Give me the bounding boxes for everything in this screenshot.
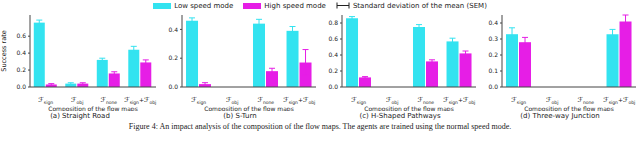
svg-text:0.6: 0.6 [328,35,338,42]
html-text:(b) S-Turn: (b) S-Turn [223,112,257,120]
svg-text:0.6: 0.6 [16,32,26,39]
svg-text:0.4: 0.4 [328,51,338,58]
html-text:Standard deviation of the mean: Standard deviation of the mean (SEM) [352,1,487,10]
svg-text:ℱnone: ℱnone [577,96,594,105]
svg-text:ℱsign: ℱsign [191,96,206,105]
svg-text:ℱsign+ℱobj: ℱsign+ℱobj [124,96,156,105]
svg-text:0.1: 0.1 [488,67,498,74]
svg-text:ℱobj: ℱobj [226,96,238,105]
svg-text:0.0: 0.0 [168,83,178,90]
svg-text:0.4: 0.4 [16,49,26,56]
svg-text:0.2: 0.2 [488,51,498,58]
html-text:(a) Straight Road: (a) Straight Road [50,112,110,120]
html-text:Low speed mode: Low speed mode [174,1,234,10]
svg-text:0.0: 0.0 [488,83,498,90]
svg-text:ℱsign: ℱsign [351,96,366,105]
svg-text:ℱsign: ℱsign [38,96,53,105]
svg-text:0.2: 0.2 [168,54,178,61]
svg-text:ℱsign+ℱobj: ℱsign+ℱobj [283,96,315,105]
svg-text:ℱobj: ℱobj [71,96,83,105]
svg-text:ℱnone: ℱnone [417,96,434,105]
svg-text:0.8: 0.8 [328,19,338,26]
svg-text:0.4: 0.4 [168,26,178,33]
svg-text:0.3: 0.3 [488,35,498,42]
html-text:(c) H-Shaped Pathways: (c) H-Shaped Pathways [359,112,441,120]
svg-text:ℱsign+ℱobj: ℱsign+ℱobj [603,96,632,105]
svg-text:0.4: 0.4 [488,19,498,26]
html-text:Figure 4: An impact analysis o: Figure 4: An impact analysis of the comp… [128,122,512,131]
svg-text:Success rate: Success rate [8,30,9,71]
svg-text:Composition of the flow maps: Composition of the flow maps [204,105,294,111]
svg-text:Composition of the flow maps: Composition of the flow maps [524,105,614,111]
svg-text:ℱobj: ℱobj [386,96,398,105]
svg-text:ℱobj: ℱobj [546,96,558,105]
svg-text:ℱsign: ℱsign [511,96,526,105]
html-text:High speed mode: High speed mode [264,1,326,10]
svg-text:Composition of the flow maps: Composition of the flow maps [364,105,454,111]
svg-text:0.0: 0.0 [16,83,26,90]
svg-text:ℱnone: ℱnone [100,96,117,105]
svg-text:0.2: 0.2 [16,66,26,73]
svg-text:0.2: 0.2 [328,67,338,74]
svg-text:Composition of the flow maps: Composition of the flow maps [48,105,138,111]
svg-text:ℱsign+ℱobj: ℱsign+ℱobj [443,96,475,105]
svg-text:ℱnone: ℱnone [257,96,274,105]
svg-text:0.0: 0.0 [328,83,338,90]
html-text:(d) Three-way Junction: (d) Three-way Junction [520,112,600,120]
